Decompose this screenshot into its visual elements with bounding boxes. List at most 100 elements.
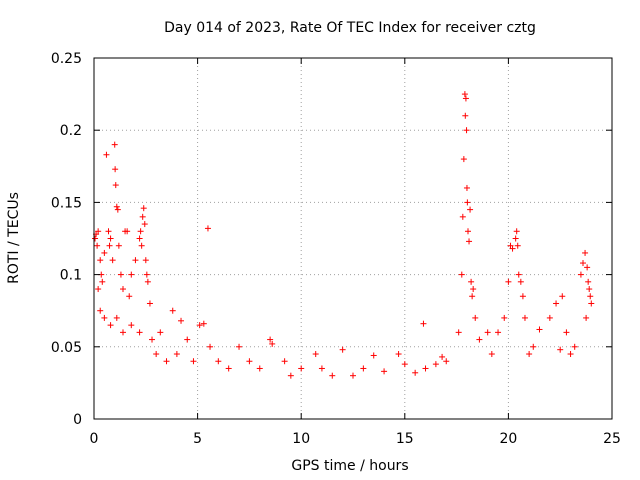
- data-point: [439, 353, 446, 360]
- data-point: [132, 257, 139, 264]
- plot-frame: [93, 57, 613, 420]
- data-point: [563, 329, 570, 336]
- data-point: [146, 300, 153, 307]
- data-point: [107, 235, 114, 242]
- data-point: [519, 293, 526, 300]
- data-point: [101, 314, 108, 321]
- data-point: [120, 286, 127, 293]
- data-point: [163, 358, 170, 365]
- data-point: [443, 358, 450, 365]
- data-point: [126, 293, 133, 300]
- y-tick-label: 0.25: [51, 51, 82, 67]
- data-point: [530, 343, 537, 350]
- x-tick-label: 25: [603, 431, 621, 447]
- data-point: [124, 228, 131, 235]
- data-point: [236, 343, 243, 350]
- data-point: [215, 358, 222, 365]
- data-point: [370, 352, 377, 359]
- data-point: [526, 351, 533, 358]
- data-point: [256, 365, 263, 372]
- data-point: [484, 329, 491, 336]
- data-point: [470, 286, 477, 293]
- data-point: [207, 343, 214, 350]
- data-point: [395, 351, 402, 358]
- data-point: [461, 91, 468, 98]
- data-point: [105, 228, 112, 235]
- data-point: [246, 358, 253, 365]
- data-point: [267, 336, 274, 343]
- data-point: [585, 278, 592, 285]
- data-point: [204, 225, 211, 232]
- data-point: [401, 361, 408, 368]
- data-point: [467, 206, 474, 213]
- x-tick-label: 20: [499, 431, 517, 447]
- data-point: [463, 184, 470, 191]
- data-point: [141, 221, 148, 228]
- data-point: [106, 242, 113, 249]
- data-point: [113, 314, 120, 321]
- data-point: [582, 249, 589, 256]
- data-point: [412, 369, 419, 376]
- data-point: [114, 206, 121, 213]
- data-point: [153, 351, 160, 358]
- data-point: [515, 271, 522, 278]
- data-point: [460, 156, 467, 163]
- data-point: [381, 368, 388, 375]
- data-point: [178, 317, 185, 324]
- data-point: [517, 278, 524, 285]
- data-point: [94, 242, 101, 249]
- data-point: [136, 235, 143, 242]
- data-point: [462, 95, 469, 102]
- data-point: [149, 336, 156, 343]
- data-point: [157, 329, 164, 336]
- data-point: [521, 314, 528, 321]
- data-point: [281, 358, 288, 365]
- points-layer: [92, 91, 595, 379]
- data-point: [120, 329, 127, 336]
- chart-title: Day 014 of 2023, Rate Of TEC Index for r…: [164, 20, 536, 36]
- data-point: [422, 365, 429, 372]
- data-point: [583, 314, 590, 321]
- data-point: [95, 228, 102, 235]
- data-point: [298, 365, 305, 372]
- data-point: [350, 372, 356, 379]
- data-point: [476, 336, 483, 343]
- data-point: [513, 228, 520, 235]
- y-tick-label: 0.05: [51, 340, 82, 356]
- data-point: [472, 314, 479, 321]
- data-point: [196, 322, 203, 329]
- data-point: [463, 127, 470, 134]
- x-tick-label: 5: [193, 431, 202, 447]
- data-point: [312, 351, 319, 358]
- data-point: [128, 322, 135, 329]
- x-tick-label: 0: [90, 431, 99, 447]
- data-point: [107, 322, 114, 329]
- data-point: [432, 361, 439, 368]
- data-point: [99, 278, 106, 285]
- data-point: [190, 358, 197, 365]
- data-point: [318, 365, 325, 372]
- data-point: [95, 286, 102, 293]
- data-point: [139, 213, 146, 220]
- data-point: [420, 320, 427, 327]
- data-point: [97, 257, 104, 264]
- data-point: [200, 320, 207, 327]
- data-point: [557, 346, 564, 353]
- data-point: [169, 307, 176, 314]
- data-point: [140, 205, 147, 212]
- data-point: [464, 228, 471, 235]
- data-point: [536, 326, 543, 333]
- data-point: [458, 271, 465, 278]
- data-point: [514, 242, 521, 249]
- data-point: [360, 365, 367, 372]
- y-tick-label: 0: [73, 412, 82, 428]
- data-point: [287, 372, 294, 379]
- data-point: [142, 257, 149, 264]
- data-point: [488, 351, 495, 358]
- grid-layer: [94, 58, 612, 419]
- data-point: [136, 329, 143, 336]
- data-point: [579, 260, 586, 267]
- data-point: [109, 257, 116, 264]
- data-point: [464, 199, 471, 206]
